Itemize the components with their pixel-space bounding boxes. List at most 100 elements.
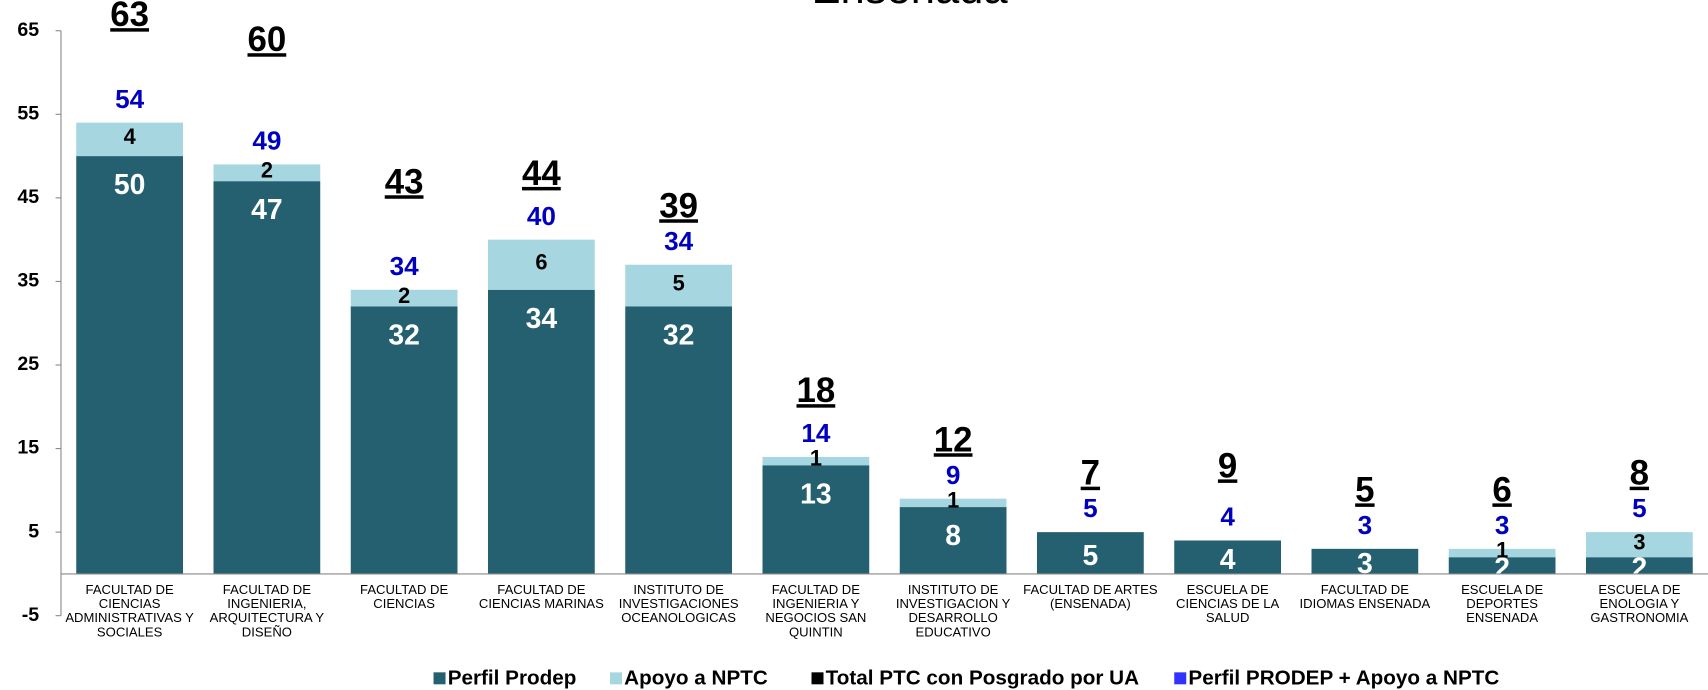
sum-label: 34 <box>664 226 694 256</box>
bar-segment <box>350 289 458 307</box>
total-label: 43 <box>385 162 424 201</box>
legend-label: Perfil PRODEP + Apoyo a NPTC <box>1188 666 1499 689</box>
bar-segment <box>76 156 183 574</box>
x-label-box: ESCUELA DE CIENCIAS DE LA SALUD <box>1176 582 1280 626</box>
x-tick-label: FACULTAD DE INGENIERIA Y NEGOCIOS SAN QU… <box>765 582 867 640</box>
total-label: 44 <box>522 154 561 193</box>
bar-segment <box>1448 557 1556 574</box>
bar-segment <box>899 507 1007 574</box>
bar-segment <box>625 264 732 307</box>
segment-label: 47 <box>251 194 283 226</box>
legend-swatch <box>811 672 824 685</box>
segment-label: 1 <box>810 446 822 471</box>
x-label-box: FACULTAD DE INGENIERIA, ARQUITECTURA Y D… <box>209 582 325 640</box>
sum-label: 40 <box>527 201 556 231</box>
segment-label: 8 <box>945 520 961 552</box>
sum-label: 4 <box>1220 502 1235 532</box>
bar-segment <box>213 181 321 574</box>
total-label: 63 <box>110 0 149 34</box>
bar-segment <box>762 465 870 574</box>
legend-swatch <box>610 672 622 685</box>
segment-label: 6 <box>535 249 547 274</box>
sum-label: 3 <box>1358 510 1373 540</box>
x-label-box: FACULTAD DE CIENCIAS MARINAS <box>478 582 604 611</box>
x-label-box: FACULTAD DE INGENIERIA Y NEGOCIOS SAN QU… <box>765 582 867 640</box>
bar-segment <box>1174 540 1281 574</box>
total-label: 9 <box>1218 446 1237 485</box>
sum-label: 9 <box>946 460 961 490</box>
segment-label: 5 <box>673 270 685 295</box>
sum-label: 3 <box>1495 510 1510 540</box>
bar-segment <box>1037 532 1144 574</box>
segment-label: 2 <box>398 283 410 308</box>
sum-label: 49 <box>252 126 281 156</box>
segment-label: 3 <box>1633 529 1645 554</box>
bar-segment <box>350 306 458 574</box>
x-label-box: ESCUELA DE ENOLOGIA Y GASTRONOMIA <box>1590 582 1689 626</box>
segment-label: 2 <box>1632 552 1648 584</box>
bar-segment <box>213 164 321 182</box>
y-tick-label: 5 <box>28 520 39 542</box>
bar-segment <box>625 306 732 574</box>
total-label: 5 <box>1355 470 1374 509</box>
segment-label: 32 <box>663 319 695 351</box>
x-label-box: FACULTAD DE CIENCIAS <box>360 582 449 611</box>
x-label-box: INSTITUTO DE INVESTIGACIONES OCEANOLOGIC… <box>618 582 739 626</box>
y-tick-label: 65 <box>17 19 39 41</box>
y-tick-label: -5 <box>22 604 40 626</box>
x-tick-label: FACULTAD DE INGENIERIA, ARQUITECTURA Y D… <box>209 582 325 640</box>
bar-segment <box>1448 548 1556 558</box>
segment-label: 4 <box>124 124 136 149</box>
x-tick-label: FACULTAD DE CIENCIAS MARINAS <box>478 582 604 611</box>
bar-segment <box>488 239 595 290</box>
sum-label: 5 <box>1632 493 1647 523</box>
legend-swatch <box>1174 672 1187 685</box>
sum-label: 34 <box>390 251 420 281</box>
x-tick-label: FACULTAD DE ARTES (ENSENADA) <box>1023 582 1158 611</box>
segment-label: 13 <box>800 478 832 510</box>
bar-segment <box>1586 557 1693 574</box>
legend-swatch <box>433 672 446 685</box>
x-tick-label: INSTITUTO DE INVESTIGACIONES OCEANOLOGIC… <box>618 582 739 626</box>
y-tick-label: 25 <box>17 353 39 375</box>
x-tick-label: ESCUELA DE CIENCIAS DE LA SALUD <box>1176 582 1280 626</box>
sum-label: 5 <box>1083 493 1098 523</box>
total-label: 12 <box>934 420 973 459</box>
segment-label: 5 <box>1083 540 1099 572</box>
legend-label: Total PTC con Posgrado por UA <box>826 666 1139 689</box>
y-tick-label: 45 <box>17 186 39 208</box>
x-tick-label: ESCUELA DE ENOLOGIA Y GASTRONOMIA <box>1590 582 1689 626</box>
total-label: 60 <box>247 20 286 59</box>
segment-label: 1 <box>1496 538 1508 563</box>
x-tick-label: INSTITUTO DE INVESTIGACION Y DESARROLLO … <box>895 582 1011 640</box>
segment-label: 32 <box>388 319 420 351</box>
segment-label: 2 <box>1494 552 1510 584</box>
x-label-box: FACULTAD DE CIENCIAS ADMINISTRATIVAS Y S… <box>65 582 194 640</box>
bar-segment <box>488 289 595 574</box>
legend-label: Perfil Prodep <box>448 666 577 689</box>
x-label-box: FACULTAD DE ARTES (ENSENADA) <box>1023 582 1158 611</box>
x-label-box: INSTITUTO DE INVESTIGACION Y DESARROLLO … <box>895 582 1011 640</box>
sum-label: 54 <box>115 84 145 114</box>
x-tick-label: FACULTAD DE CIENCIAS <box>360 582 449 611</box>
total-label: 7 <box>1081 454 1100 493</box>
x-tick-label: FACULTAD DE IDIOMAS ENSENADA <box>1299 582 1431 611</box>
x-tick-label: FACULTAD DE CIENCIAS ADMINISTRATIVAS Y S… <box>65 582 194 640</box>
y-tick-label: 35 <box>17 270 39 292</box>
bar-segment <box>1586 532 1693 558</box>
total-label: 8 <box>1630 454 1649 493</box>
y-tick-label: 55 <box>17 102 39 124</box>
segment-label: 1 <box>947 488 959 513</box>
bar-segment <box>1311 548 1419 574</box>
segment-label: 34 <box>526 303 558 335</box>
segment-label: 4 <box>1220 544 1236 576</box>
bar-segment <box>762 456 870 466</box>
bar-segment <box>76 122 183 157</box>
segment-label: 3 <box>1357 548 1373 580</box>
x-tick-label: ESCUELA DE DEPORTES ENSENADA <box>1461 582 1544 626</box>
x-label-box: ESCUELA DE DEPORTES ENSENADA <box>1461 582 1544 626</box>
total-label: 18 <box>796 371 835 410</box>
chart-title: Ensenada <box>811 0 1008 13</box>
